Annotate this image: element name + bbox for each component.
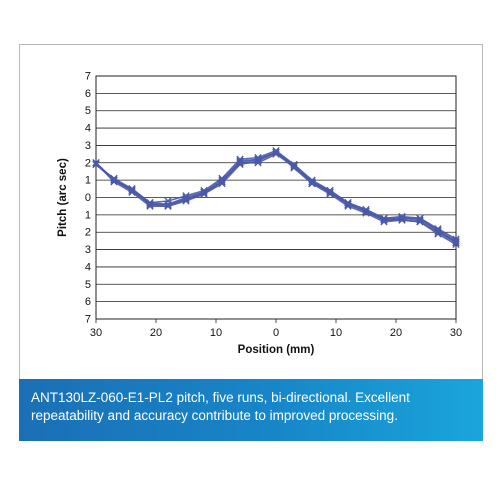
y-tick-label: 4 <box>85 123 91 135</box>
data-point-marker <box>308 179 316 188</box>
data-point-marker <box>326 190 334 198</box>
data-point-marker <box>452 240 460 249</box>
data-point-marker <box>92 159 100 167</box>
x-tick-label: 0 <box>273 327 279 339</box>
x-tick-label: 30 <box>450 327 462 339</box>
data-point-marker <box>290 162 298 170</box>
x-tick-label: 20 <box>390 327 402 339</box>
data-point-marker <box>254 159 262 167</box>
y-tick-label: 6 <box>85 88 91 100</box>
y-tick-label: 2 <box>85 227 91 239</box>
y-tick-label: 6 <box>85 296 91 308</box>
data-point-marker <box>200 190 208 198</box>
y-tick-label: 5 <box>85 279 91 291</box>
data-point-marker <box>344 202 352 210</box>
data-point-marker <box>218 176 226 184</box>
data-point-marker <box>416 218 424 226</box>
x-tick-label: 10 <box>210 327 222 339</box>
data-point-marker <box>218 178 226 186</box>
data-point-marker <box>146 202 154 210</box>
data-point-marker <box>398 216 406 224</box>
data-point-marker <box>128 188 136 196</box>
data-point-marker <box>362 209 370 217</box>
caption-line-2: repeatability and accuracy contribute to… <box>31 408 398 423</box>
y-tick-label: 4 <box>85 261 91 273</box>
caption-line-1: ANT130LZ-060-E1-PL2 pitch, five runs, bi… <box>31 390 410 405</box>
data-point-marker <box>290 160 298 169</box>
y-tick-label: 2 <box>85 157 91 169</box>
y-tick-label: 1 <box>85 209 91 221</box>
caption-banner: ANT130LZ-060-E1-PL2 pitch, five runs, bi… <box>19 379 483 441</box>
y-tick-label: 3 <box>85 244 91 256</box>
data-point-marker <box>182 197 190 205</box>
data-point-marker <box>110 178 118 186</box>
data-point-marker <box>380 218 388 226</box>
y-tick-label: 7 <box>85 71 91 83</box>
chart-card: 7 6 5 4 3 2 1 0 1 2 3 4 5 6 7 30 20 10 0 10 20 30 Position (mm… <box>19 44 483 441</box>
data-point-marker <box>236 159 244 167</box>
y-tick-label: 1 <box>85 175 91 187</box>
x-tick-label: 30 <box>90 327 102 339</box>
x-axis-title: Position (mm) <box>238 344 315 356</box>
x-tick-label: 10 <box>330 327 342 339</box>
y-tick-label: 5 <box>85 105 91 117</box>
data-point-marker <box>272 150 280 158</box>
data-point-marker <box>92 160 100 169</box>
x-tick-label: 20 <box>150 327 162 339</box>
y-tick-label: 0 <box>85 192 91 204</box>
y-tick-label: 7 <box>85 314 91 326</box>
data-point-marker <box>434 230 442 238</box>
data-point-marker <box>164 202 172 210</box>
y-tick-label: 3 <box>85 140 91 152</box>
y-axis-title: Pitch (arc sec) <box>57 158 69 237</box>
